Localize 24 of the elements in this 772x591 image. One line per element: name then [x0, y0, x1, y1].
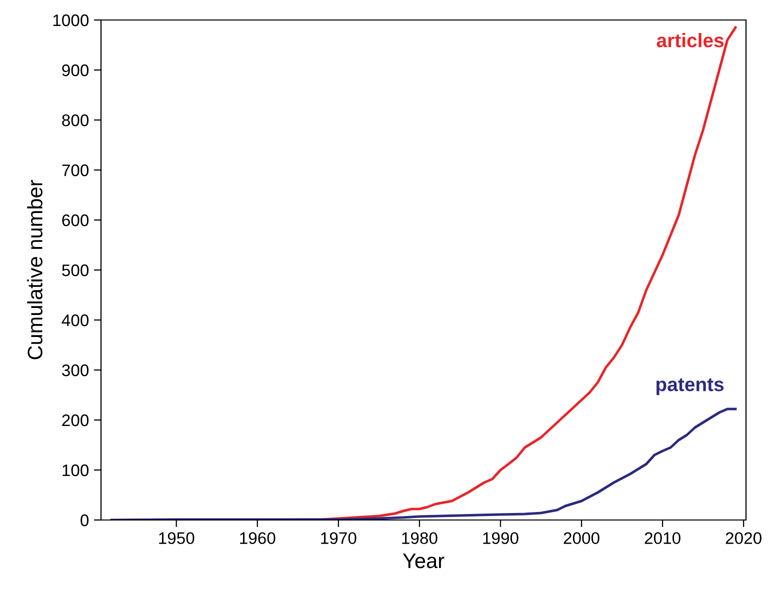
x-tick-label: 2010: [644, 532, 680, 544]
x-tick-label: 1970: [321, 532, 356, 544]
x-tick-label: 2020: [726, 532, 762, 544]
series-label: patents: [656, 378, 724, 396]
y-tick-label: 700: [62, 164, 89, 176]
series-label: articles: [656, 33, 724, 48]
y-tick-label: 300: [62, 364, 89, 376]
y-tick-label: 600: [62, 214, 89, 226]
y-tick-label: 400: [62, 314, 89, 326]
y-tick-label: 0: [80, 514, 89, 526]
y-tick-label: 500: [62, 264, 89, 276]
x-tick-label: 1950: [159, 532, 194, 544]
y-tick-label: 200: [62, 414, 89, 426]
y-tick-label: 900: [62, 64, 89, 76]
y-axis-title: Cumulative number: [27, 180, 42, 360]
y-tick-label: 800: [62, 114, 89, 126]
y-tick-label: 100: [62, 464, 89, 476]
x-tick-label: 1990: [483, 532, 518, 544]
line-series: [110, 408, 737, 520]
x-tick-label: 1960: [240, 532, 276, 544]
x-tick-label: 1980: [402, 532, 438, 544]
x-axis-title: Year: [402, 554, 444, 568]
x-tick-label: 2000: [564, 532, 600, 544]
y-tick-label: 1000: [53, 14, 89, 26]
